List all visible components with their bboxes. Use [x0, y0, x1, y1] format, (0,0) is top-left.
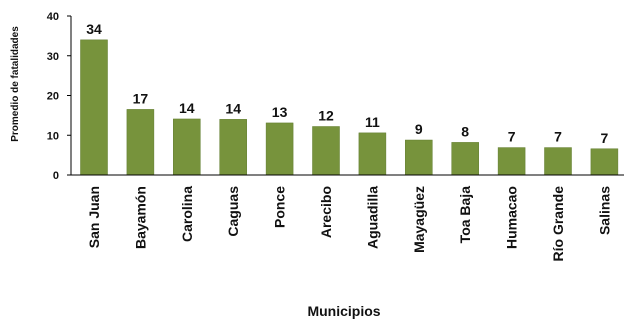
category-label-3: Caguas [225, 186, 241, 237]
bar-2 [173, 118, 201, 176]
value-label-6: 11 [365, 114, 380, 130]
y-tick-label: 10 [47, 130, 59, 142]
value-label-8: 8 [461, 123, 469, 139]
category-label-10: Río Grande [550, 186, 566, 262]
bar-10 [544, 147, 572, 176]
category-label-2: Carolina [179, 186, 195, 242]
bar-1 [126, 109, 155, 176]
value-labels: 34 17 14 14 13 12 11 9 8 7 7 7 [86, 21, 608, 146]
y-tick-label: 0 [53, 170, 59, 182]
y-tick-label: 30 [47, 51, 59, 63]
category-label-8: Toa Baja [457, 186, 473, 244]
category-label-1: Bayamón [132, 186, 148, 249]
bar-0 [80, 39, 108, 176]
value-label-3: 14 [225, 100, 241, 116]
category-label-6: Aguadilla [364, 186, 380, 249]
y-tick-label: 20 [47, 91, 59, 103]
category-label-11: Salinas [596, 186, 612, 235]
bar-9 [497, 147, 526, 176]
category-label-9: Humacao [504, 186, 520, 249]
category-labels: San Juan Bayamón Carolina Caguas Ponce Arecib… [86, 186, 612, 262]
bar-4 [265, 122, 294, 176]
value-label-4: 13 [272, 104, 288, 120]
bar-3 [219, 119, 247, 176]
value-label-0: 34 [86, 21, 102, 37]
bar-7 [405, 139, 433, 176]
value-label-7: 9 [415, 121, 423, 137]
bar-11 [590, 148, 619, 176]
value-label-10: 7 [554, 129, 562, 145]
category-label-5: Arecibo [318, 186, 334, 238]
y-tick-label: 40 [47, 11, 59, 23]
bars [80, 39, 619, 176]
category-label-7: Mayagüez [411, 186, 427, 253]
y-axis-ticks: 0 10 20 30 40 [47, 11, 71, 182]
value-label-1: 17 [133, 90, 149, 106]
value-label-9: 7 [508, 129, 516, 145]
value-label-11: 7 [601, 130, 609, 146]
bar-5 [312, 126, 340, 176]
category-label-4: Ponce [272, 186, 288, 228]
value-label-5: 12 [318, 108, 334, 124]
x-axis-title: Municipios [307, 303, 380, 319]
bar-6 [358, 132, 387, 176]
bar-8 [451, 142, 479, 176]
value-label-2: 14 [179, 100, 195, 116]
y-axis-title: Promedio de fatalidades [10, 26, 21, 142]
category-label-0: San Juan [86, 186, 102, 248]
